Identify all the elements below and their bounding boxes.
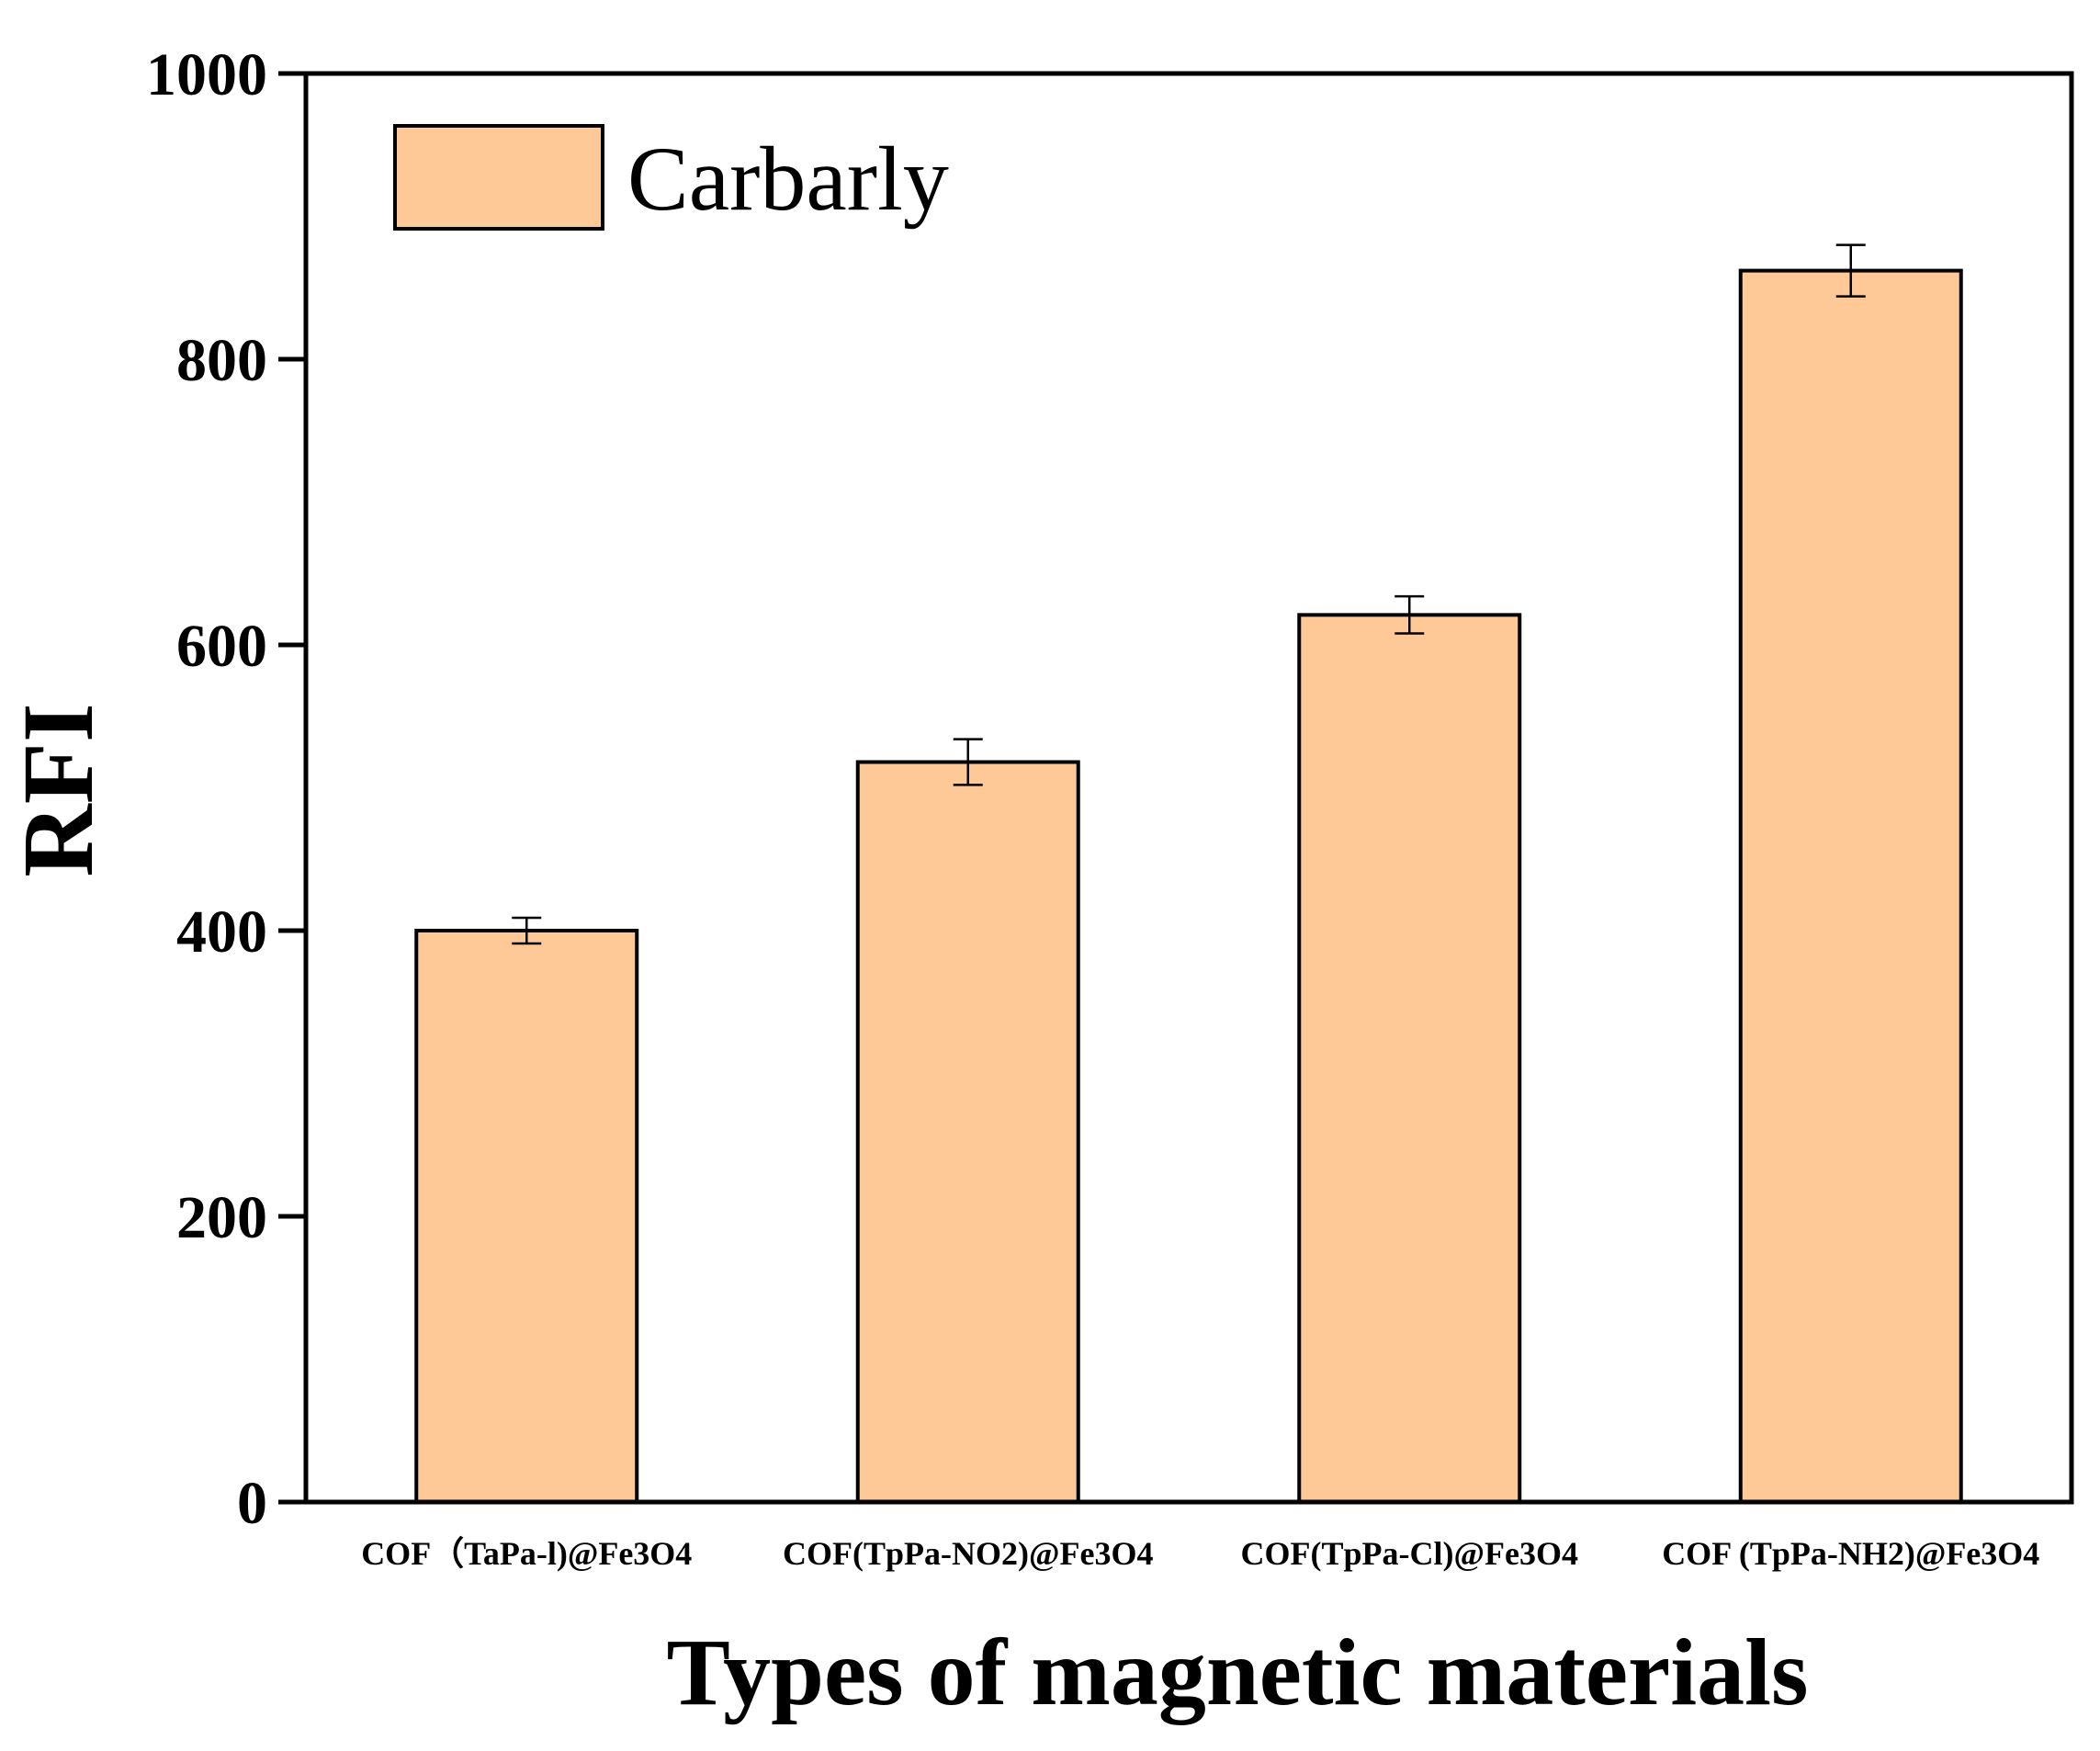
y-tick-label: 200	[176, 1184, 267, 1251]
legend-swatch	[393, 124, 604, 231]
x-axis-title: Types of magnetic materials	[667, 1620, 1809, 1725]
x-tick-label: COF (TpPa-NH2)@Fe3O4	[1662, 1535, 2039, 1572]
x-tick-label: COF(TpPa-Cl)@Fe3O4	[1241, 1535, 1578, 1572]
plot-frame	[303, 71, 2074, 1505]
legend-label: Carbarly	[627, 128, 949, 230]
y-axis-title: RFI	[2, 703, 114, 876]
y-ticks-group: 0 200 400 600 800 1000	[146, 41, 306, 1537]
bar	[414, 929, 639, 1504]
x-tick-label: COF(TpPa-NO2)@Fe3O4	[783, 1535, 1153, 1572]
y-tick-label: 0	[237, 1470, 267, 1537]
y-tick-label: 600	[176, 613, 267, 680]
bars-group	[414, 268, 1963, 1505]
error-bars-group	[512, 243, 1866, 945]
y-tick-label: 400	[176, 898, 267, 966]
x-tick-labels-group: COF（TaPa-l)@Fe3O4 COF(TpPa-NO2)@Fe3O4 COF(…	[361, 1535, 2039, 1572]
x-tick-label: COF（TaPa-l)@Fe3O4	[361, 1535, 692, 1572]
y-tick-label: 1000	[146, 41, 267, 108]
legend: Carbarly	[393, 124, 949, 231]
bar	[1297, 613, 1522, 1504]
bar	[1738, 268, 1963, 1505]
bar	[855, 760, 1080, 1504]
y-tick-label: 800	[176, 327, 267, 394]
